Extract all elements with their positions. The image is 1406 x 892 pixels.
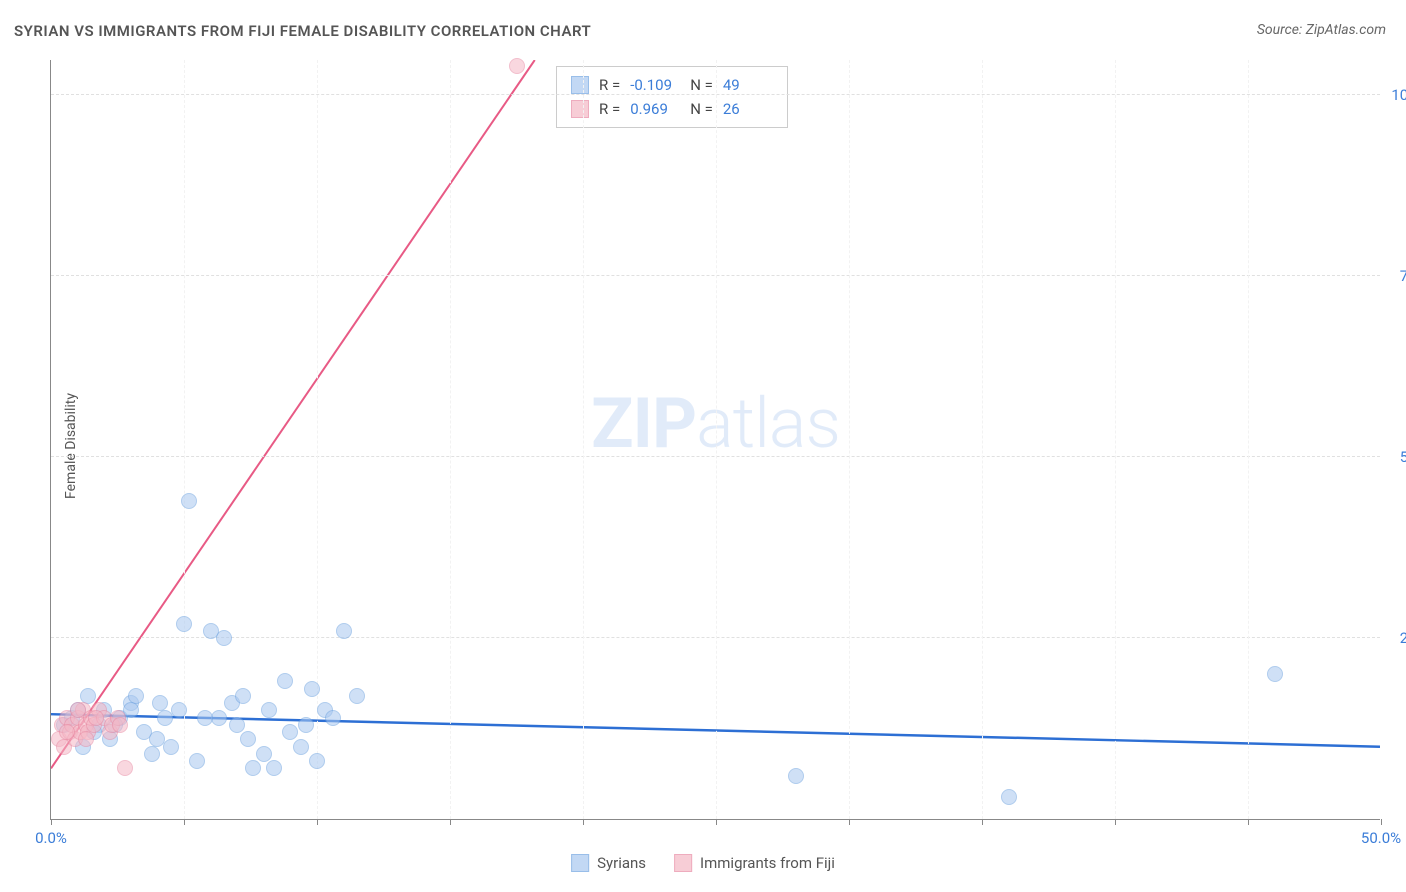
x-tick-mark [849,819,850,825]
scatter-point [229,717,245,733]
scatter-point [256,746,272,762]
legend-swatch [571,854,589,872]
scatter-point [788,768,804,784]
n-value: 26 [723,97,773,121]
gridline-vertical [716,60,717,819]
scatter-point [277,673,293,689]
x-tick-mark [317,819,318,825]
x-tick-mark [1381,819,1382,825]
legend-label: Immigrants from Fiji [700,854,835,872]
scatter-point [78,731,94,747]
y-tick-label: 100.0% [1385,86,1406,104]
legend-label: Syrians [597,854,646,872]
r-label: R = [599,97,620,121]
scatter-point [181,493,197,509]
r-value: 0.969 [630,97,680,121]
scatter-point [216,630,232,646]
scatter-point [70,702,86,718]
gridline-vertical [982,60,983,819]
scatter-point [266,760,282,776]
gridline-vertical [1115,60,1116,819]
scatter-point [88,710,104,726]
x-tick-mark [450,819,451,825]
series-legend: Syrians Immigrants from Fiji [571,854,835,872]
scatter-point [282,724,298,740]
scatter-point [240,731,256,747]
scatter-point [293,739,309,755]
gridline-vertical [1248,60,1249,819]
scatter-point [509,58,525,74]
x-tick-mark [1115,819,1116,825]
y-tick-label: 50.0% [1385,448,1406,466]
scatter-point [1267,666,1283,682]
x-tick-mark [716,819,717,825]
scatter-point [349,688,365,704]
scatter-point [59,724,75,740]
scatter-point [325,710,341,726]
source-attribution: Source: ZipAtlas.com [1257,22,1386,38]
scatter-point [117,760,133,776]
scatter-point [149,731,165,747]
legend-swatch [571,76,589,94]
scatter-point [261,702,277,718]
scatter-point [336,623,352,639]
x-tick-mark [1248,819,1249,825]
stats-legend-row: R = 0.969 N = 26 [571,97,773,121]
gridline-vertical [849,60,850,819]
x-tick-mark [51,819,52,825]
plot-area: ZIPatlas R =-0.109N =49R =0.969N =26 25.… [50,60,1380,820]
x-tick-mark [982,819,983,825]
legend-swatch [571,100,589,118]
scatter-point [144,746,160,762]
scatter-point [171,702,187,718]
chart-title: SYRIAN VS IMMIGRANTS FROM FIJI FEMALE DI… [14,22,591,40]
scatter-point [304,681,320,697]
x-tick-label: 50.0% [1361,829,1401,847]
scatter-point [176,616,192,632]
x-tick-mark [583,819,584,825]
scatter-point [112,717,128,733]
scatter-point [298,717,314,733]
x-tick-label: 0.0% [35,829,67,847]
n-label: N = [690,97,713,121]
y-tick-label: 25.0% [1385,629,1406,647]
legend-item: Immigrants from Fiji [674,854,835,872]
gridline-vertical [450,60,451,819]
stats-legend-box: R =-0.109N =49R =0.969N =26 [556,66,788,128]
scatter-point [1001,789,1017,805]
scatter-point [197,710,213,726]
scatter-point [189,753,205,769]
legend-swatch [674,854,692,872]
trend-line [51,60,535,768]
gridline-vertical [583,60,584,819]
scatter-point [309,753,325,769]
scatter-point [235,688,251,704]
y-tick-label: 75.0% [1385,267,1406,285]
legend-item: Syrians [571,854,646,872]
scatter-point [245,760,261,776]
x-tick-mark [184,819,185,825]
